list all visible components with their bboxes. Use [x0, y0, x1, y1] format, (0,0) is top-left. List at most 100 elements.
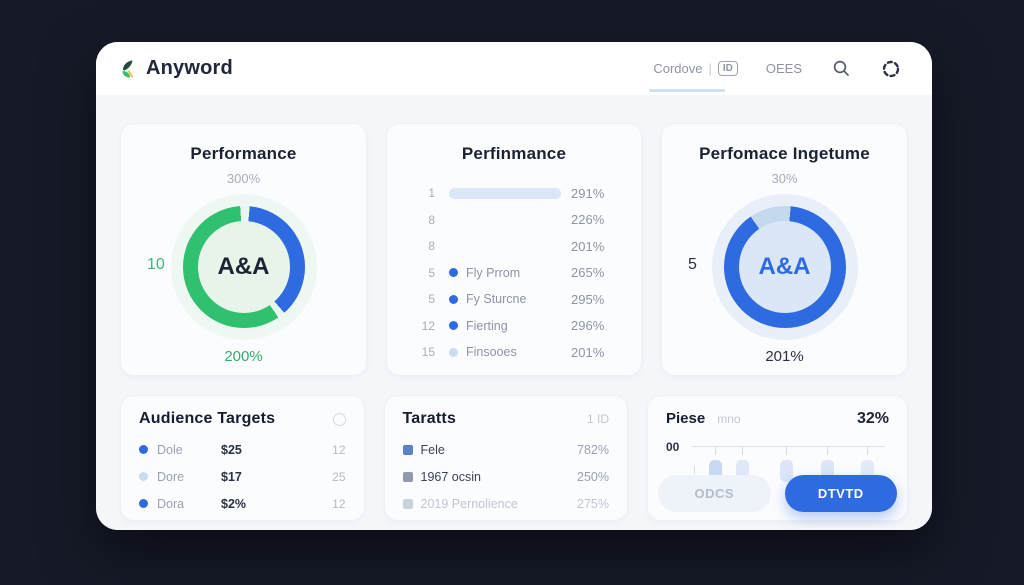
piese-card[interactable]: Piese mno 32% 00 ODCS DTVTD	[647, 395, 909, 521]
legend-dot	[449, 347, 458, 357]
perfomace-ingetume-center-label: A&A	[738, 221, 831, 313]
table-row[interactable]: Dole $25 12	[139, 436, 346, 463]
performance-center-label: A&A	[197, 221, 290, 313]
perfinmance-list: 1 291% 8 226% 8 201% 5	[387, 180, 641, 366]
taratts-card[interactable]: Taratts 1 ID Fele 782% 1967 ocsin 250%	[383, 395, 628, 521]
table-row[interactable]: 1967 ocsin 250%	[402, 463, 609, 490]
piese-title: Piese	[666, 410, 706, 427]
list-item[interactable]: 5 Fy Sturcne 295%	[413, 286, 615, 313]
sync-dashed-icon[interactable]	[880, 58, 902, 80]
perfomace-ingetume-title: Perfomace Ingetume	[699, 144, 870, 163]
timeline-tick	[786, 446, 788, 455]
bar-track	[449, 241, 561, 252]
row-count: 12	[332, 442, 346, 457]
nav-oees-label: OEES	[765, 61, 802, 76]
legend-dot	[139, 445, 148, 454]
nav-item-oees[interactable]: OEES	[766, 61, 802, 76]
perfinmance-card[interactable]: Perfinmance 1 291% 8 226% 8	[386, 123, 642, 376]
audience-targets-card[interactable]: Audience Targets Dole $25 12 Dore $17 25	[120, 395, 365, 521]
anyword-logo-icon	[122, 60, 133, 77]
list-item[interactable]: 8 226%	[413, 207, 615, 234]
taratts-title: Taratts	[402, 410, 457, 427]
piese-value: 32%	[856, 410, 890, 427]
donut-halo: A&A	[170, 194, 317, 340]
taratts-header: Taratts 1 ID	[403, 410, 610, 428]
top-card-row: Performance 300% A&A 10 200% Perfinmance	[120, 123, 908, 376]
table-row[interactable]: Dora $2% 12	[139, 490, 346, 517]
list-item[interactable]: 15 Finsooes 201%	[413, 339, 615, 366]
performance-donut-area: A&A 10	[121, 194, 366, 344]
header-nav: Cordove | ID OEES	[649, 58, 902, 92]
row-label: Finsooes	[466, 345, 517, 360]
perfomace-ingetume-top-value: 30%	[771, 171, 798, 186]
table-row[interactable]: Fele 782%	[402, 436, 609, 463]
row-label: Fly Prrom	[466, 265, 521, 280]
piese-buttons: ODCS DTVTD	[658, 475, 898, 512]
row-pct: 295%	[571, 291, 605, 307]
row-name: 1967 ocsin	[420, 469, 481, 484]
row-num: 15	[421, 345, 435, 360]
nav-cordove-label: Cordove	[653, 61, 703, 76]
odcs-button[interactable]: ODCS	[658, 475, 771, 512]
file-icon	[402, 498, 413, 509]
table-row[interactable]: Dore $17 25	[139, 463, 346, 490]
bottom-card-row: Audience Targets Dole $25 12 Dore $17 25	[120, 395, 909, 521]
dtvtd-button[interactable]: DTVTD	[784, 475, 898, 512]
timeline-tick	[741, 446, 743, 455]
file-icon	[402, 471, 413, 482]
table-row[interactable]: 2019 Pernolience 275%	[402, 490, 609, 517]
row-label: Fy Sturcne	[466, 292, 527, 307]
row-price: $25	[221, 442, 242, 457]
id-badge: ID	[717, 61, 738, 76]
taratts-right-label: 1 ID	[586, 412, 609, 426]
donut-halo: A&A	[711, 194, 858, 340]
search-icon[interactable]	[830, 58, 852, 80]
ring-icon[interactable]	[332, 412, 346, 426]
row-pct: 201%	[571, 344, 605, 360]
legend-dot	[139, 472, 148, 481]
list-item[interactable]: 1 291%	[413, 180, 615, 207]
bar-track	[449, 187, 561, 199]
list-item[interactable]: 5 Fly Prrom 265%	[413, 260, 615, 287]
legend-dot	[449, 268, 458, 278]
row-pct: 265%	[571, 265, 605, 281]
file-icon	[402, 444, 413, 455]
bar-track	[449, 214, 561, 225]
nav-item-cordove[interactable]: Cordove | ID	[649, 61, 738, 92]
list-item[interactable]: 12 Fierting 296%	[413, 313, 615, 340]
row-name: Dole	[157, 442, 183, 457]
perfomace-ingetume-donut-area: A&A 5	[662, 194, 907, 344]
timeline-bar[interactable]	[780, 460, 794, 482]
timeline-axis	[692, 446, 886, 447]
row-name: Fele	[420, 442, 445, 457]
row-num: 8	[428, 239, 435, 254]
timeline-tick	[866, 446, 868, 455]
row-num: 5	[428, 265, 435, 280]
perfomace-ingetume-donut-chart: A&A	[723, 206, 846, 328]
active-nav-underline	[649, 89, 726, 92]
piese-subtitle: mno	[717, 412, 741, 426]
row-pct: 291%	[571, 185, 605, 201]
row-count: 12	[332, 496, 346, 511]
row-pct: 201%	[571, 238, 605, 254]
perfomace-ingetume-card[interactable]: Perfomace Ingetume 30% A&A 5 201%	[661, 123, 908, 376]
perfomace-ingetume-left-value: 5	[688, 256, 697, 273]
audience-targets-title: Audience Targets	[139, 410, 276, 427]
dashboard-body: Performance 300% A&A 10 200% Perfinmance	[96, 95, 932, 530]
row-num: 5	[428, 292, 435, 307]
row-name: Dora	[157, 496, 185, 511]
perfinmance-title: Perfinmance	[461, 144, 567, 163]
performance-card[interactable]: Performance 300% A&A 10 200%	[120, 123, 367, 376]
performance-top-value: 300%	[226, 171, 261, 186]
performance-left-value: 10	[147, 256, 165, 273]
row-pct: 226%	[571, 212, 605, 228]
row-count: 25	[332, 469, 346, 484]
row-num: 1	[428, 186, 435, 201]
row-price: $17	[221, 469, 242, 484]
performance-donut-chart: A&A	[182, 206, 305, 328]
list-item[interactable]: 8 201%	[413, 233, 615, 260]
legend-dot	[139, 499, 148, 508]
app-header: Anyword Cordove | ID OEES	[96, 42, 932, 95]
timeline-mini-tick	[694, 466, 695, 474]
logo[interactable]: Anyword	[118, 57, 233, 80]
